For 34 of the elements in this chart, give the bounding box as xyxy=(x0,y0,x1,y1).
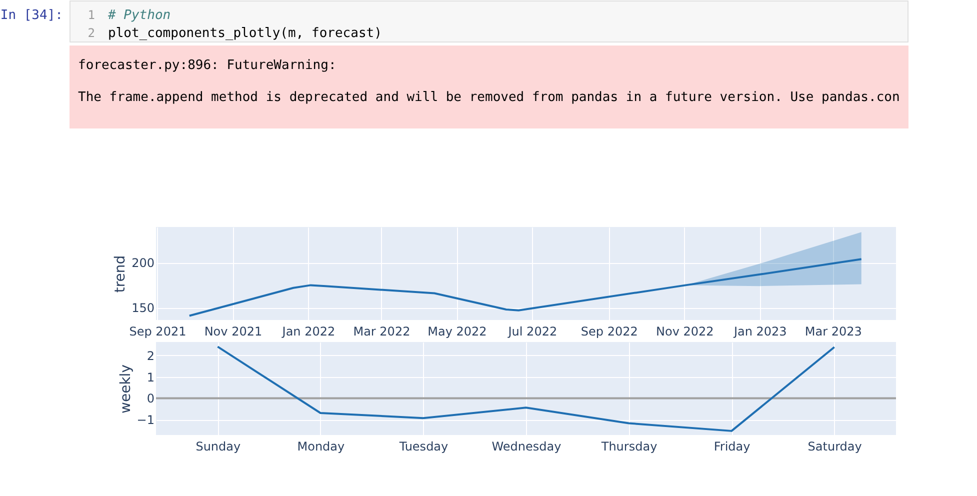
x-tick-label: Thursday xyxy=(600,440,658,454)
x-tick-label: Jan 2023 xyxy=(732,324,787,338)
text: forecaster.py:896: FutureWarning: xyxy=(78,58,336,73)
text: # Python xyxy=(107,8,171,23)
line-series xyxy=(216,346,836,432)
x-tick-label: Jan 2022 xyxy=(281,324,336,338)
x-tick-label: Friday xyxy=(714,440,750,454)
x-tick-label: Wednesday xyxy=(492,440,562,454)
y-tick-label: 1 xyxy=(146,370,154,384)
y-axis-title: trend xyxy=(112,255,129,293)
y-axis-title: weekly xyxy=(118,364,134,414)
y-tick-label: −1 xyxy=(136,413,154,428)
y-tick-label: 0 xyxy=(146,392,154,406)
x-tick-label: Monday xyxy=(297,440,345,454)
text: The frame.append method is deprecated and will be removed from pandas in a future version. Use pandas.con xyxy=(78,90,900,105)
x-tick-label: Tuesday xyxy=(398,440,448,454)
x-tick-label: Mar 2022 xyxy=(353,324,410,338)
x-tick-label: Sep 2022 xyxy=(580,324,638,338)
x-tick-label: Sep 2021 xyxy=(129,324,186,338)
text: 2 xyxy=(88,26,95,40)
y-tick-label: 150 xyxy=(132,301,154,316)
y-tick-label: 2 xyxy=(146,348,154,363)
x-tick-label: Nov 2021 xyxy=(204,324,262,338)
x-tick-label: Mar 2023 xyxy=(804,324,862,338)
x-tick-label: Sunday xyxy=(196,440,241,454)
x-tick-label: Nov 2022 xyxy=(656,324,714,338)
text: plot_components_plotly(m, forecast) xyxy=(108,26,382,41)
y-tick-label: 200 xyxy=(132,256,154,270)
x-tick-label: Jul 2022 xyxy=(507,324,558,338)
text: In [34]: xyxy=(0,8,63,23)
text: 1 xyxy=(88,8,95,22)
x-tick-label: May 2022 xyxy=(428,324,487,338)
line-series xyxy=(188,258,862,317)
x-tick-label: Saturday xyxy=(808,440,862,454)
